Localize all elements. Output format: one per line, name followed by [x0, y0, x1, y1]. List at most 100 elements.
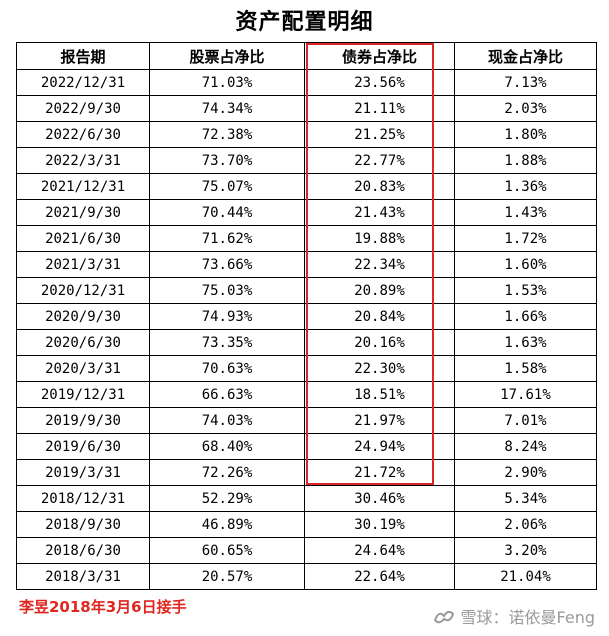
- cell-bond-ratio: 20.84%: [304, 303, 455, 330]
- cell-cash-ratio: 5.34%: [454, 485, 597, 512]
- cell-stock-ratio: 46.89%: [149, 511, 305, 538]
- page-title: 资产配置明细: [235, 9, 374, 35]
- cell-bond-ratio: 20.83%: [304, 173, 455, 200]
- cell-bond-ratio: 21.97%: [304, 407, 455, 434]
- table-row: 2019/9/30 74.03% 21.97% 7.01%: [16, 407, 597, 434]
- cell-stock-ratio: 72.38%: [149, 121, 305, 148]
- table-row: 2018/6/30 60.65% 24.64% 3.20%: [16, 537, 597, 564]
- cell-stock-ratio: 72.26%: [149, 459, 305, 486]
- table-row: 2019/12/31 66.63% 18.51% 17.61%: [16, 381, 597, 408]
- cell-cash-ratio: 1.66%: [454, 303, 597, 330]
- cell-report-period: 2018/3/31: [16, 563, 150, 590]
- table-row: 2019/6/30 68.40% 24.94% 8.24%: [16, 433, 597, 460]
- table-row: 2022/3/31 73.70% 22.77% 1.88%: [16, 147, 597, 174]
- cell-bond-ratio: 22.64%: [304, 563, 455, 590]
- cell-cash-ratio: 1.80%: [454, 121, 597, 148]
- cell-cash-ratio: 7.01%: [454, 407, 597, 434]
- cell-stock-ratio: 71.62%: [149, 225, 305, 252]
- cell-bond-ratio: 23.56%: [304, 69, 455, 96]
- cell-stock-ratio: 70.63%: [149, 355, 305, 382]
- cell-report-period: 2020/3/31: [16, 355, 150, 382]
- cell-report-period: 2020/12/31: [16, 277, 150, 304]
- header-stock-ratio: 股票占净比: [149, 42, 305, 70]
- table-row: 2022/12/31 71.03% 23.56% 7.13%: [16, 69, 597, 96]
- table-row: 2020/3/31 70.63% 22.30% 1.58%: [16, 355, 597, 382]
- cell-cash-ratio: 1.43%: [454, 199, 597, 226]
- table-row: 2018/3/31 20.57% 22.64% 21.04%: [16, 563, 597, 590]
- watermark-text: 雪球：诺依曼Feng: [460, 608, 595, 627]
- cell-stock-ratio: 20.57%: [149, 563, 305, 590]
- cell-bond-ratio: 20.16%: [304, 329, 455, 356]
- cell-bond-ratio: 21.43%: [304, 199, 455, 226]
- header-cash-ratio: 现金占净比: [454, 42, 597, 70]
- cell-report-period: 2018/9/30: [16, 511, 150, 538]
- cell-bond-ratio: 21.72%: [304, 459, 455, 486]
- table-body: 2022/12/31 71.03% 23.56% 7.13% 2022/9/30 74.3…: [16, 69, 597, 590]
- cell-cash-ratio: 1.36%: [454, 173, 597, 200]
- cell-cash-ratio: 1.58%: [454, 355, 597, 382]
- cell-report-period: 2019/9/30: [16, 407, 150, 434]
- cell-cash-ratio: 1.53%: [454, 277, 597, 304]
- cell-bond-ratio: 20.89%: [304, 277, 455, 304]
- table-row: 2021/9/30 70.44% 21.43% 1.43%: [16, 199, 597, 226]
- cell-cash-ratio: 3.20%: [454, 537, 597, 564]
- cell-report-period: 2018/6/30: [16, 537, 150, 564]
- cell-cash-ratio: 7.13%: [454, 69, 597, 96]
- table-row: 2021/3/31 73.66% 22.34% 1.60%: [16, 251, 597, 278]
- table-header-row: 报告期 股票占净比 债券占净比 现金占净比: [16, 42, 597, 70]
- table-row: 2018/12/31 52.29% 30.46% 5.34%: [16, 485, 597, 512]
- cell-bond-ratio: 30.19%: [304, 511, 455, 538]
- cell-cash-ratio: 1.60%: [454, 251, 597, 278]
- table-row: 2022/6/30 72.38% 21.25% 1.80%: [16, 121, 597, 148]
- cell-cash-ratio: 17.61%: [454, 381, 597, 408]
- table-row: 2021/6/30 71.62% 19.88% 1.72%: [16, 225, 597, 252]
- cell-bond-ratio: 22.34%: [304, 251, 455, 278]
- cell-bond-ratio: 21.11%: [304, 95, 455, 122]
- cell-report-period: 2019/6/30: [16, 433, 150, 460]
- cell-bond-ratio: 22.30%: [304, 355, 455, 382]
- cell-stock-ratio: 73.70%: [149, 147, 305, 174]
- cell-report-period: 2022/9/30: [16, 95, 150, 122]
- cell-stock-ratio: 71.03%: [149, 69, 305, 96]
- cell-stock-ratio: 68.40%: [149, 433, 305, 460]
- cell-bond-ratio: 30.46%: [304, 485, 455, 512]
- cell-cash-ratio: 2.90%: [454, 459, 597, 486]
- cell-cash-ratio: 8.24%: [454, 433, 597, 460]
- watermark: 雪球：诺依曼Feng: [433, 604, 595, 628]
- cell-report-period: 2020/6/30: [16, 329, 150, 356]
- cell-cash-ratio: 1.63%: [454, 329, 597, 356]
- cell-report-period: 2021/6/30: [16, 225, 150, 252]
- header-report-period: 报告期: [16, 42, 150, 70]
- cell-stock-ratio: 70.44%: [149, 199, 305, 226]
- table-row: 2020/9/30 74.93% 20.84% 1.66%: [16, 303, 597, 330]
- cell-stock-ratio: 74.34%: [149, 95, 305, 122]
- table-row: 2021/12/31 75.07% 20.83% 1.36%: [16, 173, 597, 200]
- table-row: 2020/6/30 73.35% 20.16% 1.63%: [16, 329, 597, 356]
- cell-cash-ratio: 1.72%: [454, 225, 597, 252]
- cell-stock-ratio: 66.63%: [149, 381, 305, 408]
- cell-report-period: 2022/6/30: [16, 121, 150, 148]
- cell-stock-ratio: 74.03%: [149, 407, 305, 434]
- cell-report-period: 2019/12/31: [16, 381, 150, 408]
- cell-cash-ratio: 21.04%: [454, 563, 597, 590]
- cell-bond-ratio: 24.64%: [304, 537, 455, 564]
- table-row: 2018/9/30 46.89% 30.19% 2.06%: [16, 511, 597, 538]
- manager-note: 李昱2018年3月6日接手: [19, 598, 187, 616]
- cell-cash-ratio: 2.06%: [454, 511, 597, 538]
- cell-report-period: 2022/12/31: [16, 69, 150, 96]
- cell-stock-ratio: 73.66%: [149, 251, 305, 278]
- cell-report-period: 2019/3/31: [16, 459, 150, 486]
- cell-report-period: 2021/3/31: [16, 251, 150, 278]
- asset-allocation-table: 报告期 股票占净比 债券占净比 现金占净比 2022/12/31 71.03% 23…: [16, 42, 597, 590]
- snowball-logo-icon: [433, 610, 454, 624]
- cell-stock-ratio: 75.03%: [149, 277, 305, 304]
- cell-report-period: 2021/9/30: [16, 199, 150, 226]
- cell-bond-ratio: 18.51%: [304, 381, 455, 408]
- cell-cash-ratio: 1.88%: [454, 147, 597, 174]
- cell-stock-ratio: 73.35%: [149, 329, 305, 356]
- cell-cash-ratio: 2.03%: [454, 95, 597, 122]
- cell-stock-ratio: 74.93%: [149, 303, 305, 330]
- cell-bond-ratio: 22.77%: [304, 147, 455, 174]
- cell-report-period: 2022/3/31: [16, 147, 150, 174]
- cell-stock-ratio: 60.65%: [149, 537, 305, 564]
